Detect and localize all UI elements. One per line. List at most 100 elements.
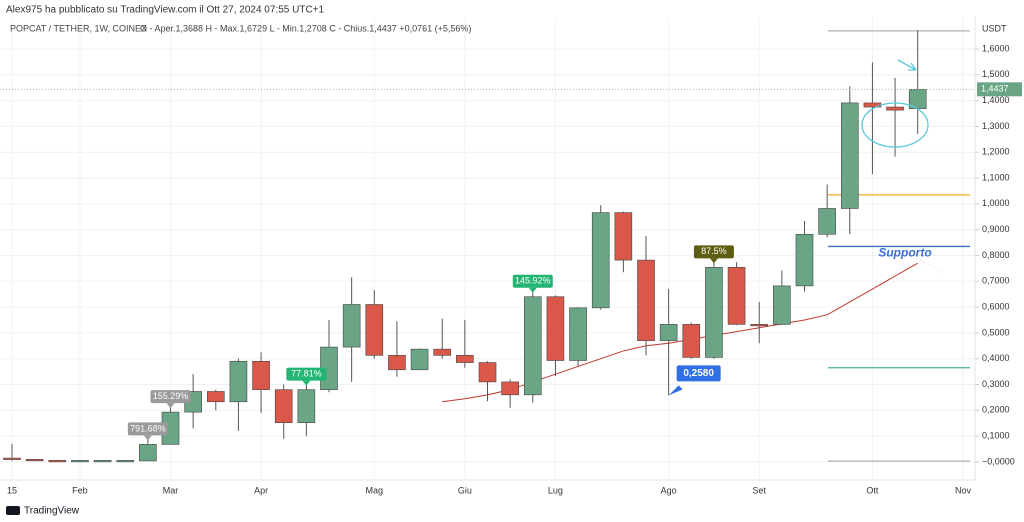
candle-body xyxy=(705,267,723,358)
dotted-line xyxy=(916,257,943,273)
callout-pointer xyxy=(668,385,683,396)
y-tick-label: 0,1000 xyxy=(982,430,1010,440)
x-tick-label: Giu xyxy=(458,485,472,495)
y-tick-label: 1,1000 xyxy=(982,172,1010,182)
label-box xyxy=(286,367,327,381)
x-tick-label: 15 xyxy=(7,485,17,495)
x-tick-label: Mar xyxy=(163,485,179,495)
candle-body xyxy=(252,360,270,390)
y-tick-label: 0,7000 xyxy=(982,276,1010,286)
candle-body xyxy=(886,106,904,111)
grid xyxy=(0,18,975,480)
candle-body xyxy=(116,460,135,463)
label-pointer xyxy=(302,380,311,386)
candle-body xyxy=(71,460,89,463)
candle-body xyxy=(750,324,769,327)
candle-body xyxy=(727,267,746,325)
candle-body xyxy=(840,102,859,209)
tv-logo: TradingView xyxy=(6,506,80,517)
x-tick-label: Nov xyxy=(955,485,972,495)
callout-label: 0,2580 xyxy=(683,368,714,379)
candle-body xyxy=(206,391,225,403)
candle-body xyxy=(478,362,497,383)
label-pointer xyxy=(143,435,152,441)
candle-body xyxy=(614,212,633,261)
y-tick-label: 0,2000 xyxy=(982,405,1010,415)
callout-box xyxy=(676,365,721,382)
candle-body xyxy=(456,355,474,363)
y-tick-label: 0,4000 xyxy=(982,353,1010,363)
plot: −0,0000 0,1000 0,2000 0,3000 0,4000 0,5000 0,6… xyxy=(0,30,1022,495)
data-label: 145.92% xyxy=(515,276,551,286)
candle-body xyxy=(795,233,814,287)
last-price-tag xyxy=(977,82,1022,97)
candle-body xyxy=(93,460,112,463)
axis-unit: USDT xyxy=(982,23,1007,33)
y-tick-label: 1,4000 xyxy=(982,95,1010,105)
y-tick-label: 1,6000 xyxy=(982,43,1010,53)
y-tick-label: 0,9000 xyxy=(982,224,1010,234)
drawings xyxy=(861,59,943,273)
label-pointer xyxy=(166,403,175,409)
ellipse-drawing xyxy=(861,102,929,148)
candle-body xyxy=(569,307,587,361)
y-tick-label: 1,0000 xyxy=(982,198,1010,208)
y-tick-label: −0,0000 xyxy=(982,456,1015,466)
candle-body xyxy=(773,285,791,325)
candle-body xyxy=(342,304,361,348)
hline-label: Supporto xyxy=(878,246,931,260)
x-tick-label: Apr xyxy=(254,485,268,495)
y-tick-label: 0,3000 xyxy=(982,379,1010,389)
label-box xyxy=(512,274,553,288)
candle-body xyxy=(25,459,44,462)
x-tick-label: Lug xyxy=(548,485,563,495)
candle-body xyxy=(48,460,67,463)
y-tick-label: 1,5000 xyxy=(982,69,1010,79)
candle-body xyxy=(139,444,157,462)
symbol: POPCAT / TETHER, 1W, COINEX xyxy=(10,23,147,33)
arrow-drawing xyxy=(897,59,917,71)
y-tick-label: 0,5000 xyxy=(982,327,1010,337)
author-line: Alex975 ha pubblicato su TradingView.com… xyxy=(6,5,325,16)
label-box xyxy=(150,390,191,404)
x-tick-label: Feb xyxy=(72,485,88,495)
data-label: 87.5% xyxy=(701,246,727,256)
candle-body xyxy=(388,355,406,371)
y-tick-label: 1,2000 xyxy=(982,147,1010,157)
candle-body xyxy=(501,381,519,396)
ohlc: O - Aper.1,3688 H - Max.1,6729 L - Min.1… xyxy=(140,23,471,33)
label-box xyxy=(127,422,168,436)
label-box xyxy=(693,245,734,259)
data-label: 791.68% xyxy=(130,423,166,433)
candle-body xyxy=(274,389,293,424)
candle-body xyxy=(297,389,316,424)
x-tick-label: Set xyxy=(752,485,766,495)
candle-body xyxy=(365,304,384,356)
last-price-label: 1,4437 xyxy=(981,84,1009,94)
candle-body xyxy=(818,208,836,235)
label-pointer xyxy=(528,287,537,293)
candle-body xyxy=(229,360,248,403)
candle-body xyxy=(410,348,429,371)
y-tick-label: 1,3000 xyxy=(982,121,1010,131)
data-label: 155.29% xyxy=(153,391,189,401)
x-tick-label: Mag xyxy=(366,485,384,495)
x-tick-label: Ago xyxy=(661,485,677,495)
candle-body xyxy=(682,324,701,358)
x-tick-label: Ott xyxy=(866,485,879,495)
y-tick-label: 0,8000 xyxy=(982,250,1010,260)
candle-body xyxy=(3,457,21,460)
candle-body xyxy=(637,259,655,341)
data-label: 77.81% xyxy=(291,369,322,379)
y-tick-label: 0,6000 xyxy=(982,301,1010,311)
brand: TradingView xyxy=(24,506,80,517)
moving-average xyxy=(442,262,918,403)
candle-body xyxy=(659,324,678,341)
candle-body xyxy=(523,296,542,396)
label-pointer xyxy=(709,258,718,264)
candle-body xyxy=(546,296,565,361)
candle-body xyxy=(591,212,610,309)
candle-body xyxy=(433,348,452,356)
